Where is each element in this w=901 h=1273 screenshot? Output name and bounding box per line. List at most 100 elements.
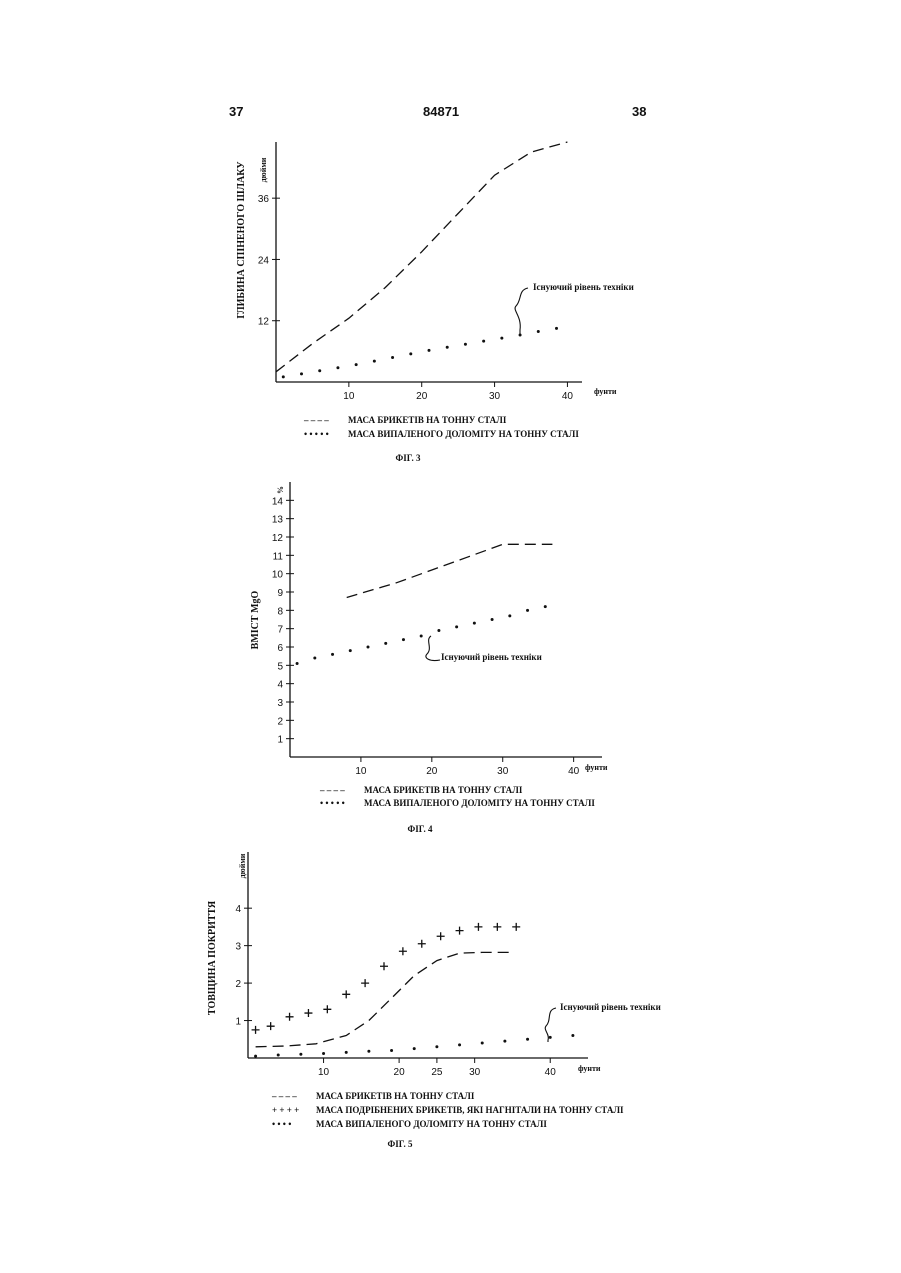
y-tick-label: 1 [277,735,283,746]
y-tick-label: 3 [235,942,241,953]
dot-point [458,1043,461,1046]
x-tick-label: 20 [394,1067,406,1078]
dot-point [402,638,405,641]
y-tick-label: 5 [277,661,283,672]
dot-point [481,1042,484,1045]
x-unit-label: фунти [594,387,617,396]
x-tick-label: 30 [489,391,501,402]
plus-point [361,979,369,987]
annotation-label: Існуючий рівень техніки [441,652,542,662]
plus-point [252,1026,260,1034]
x-tick-label: 30 [469,1067,481,1078]
figure-caption: ФІГ. 3 [396,453,421,463]
legend-symbol: + + + + [272,1105,299,1115]
dot-point [526,609,529,612]
y-tick-label: 12 [258,317,270,328]
dot-point [500,337,503,340]
annotation-bracket [515,288,528,334]
dot-point [300,372,303,375]
dot-point [367,1050,370,1053]
dot-point [549,1036,552,1039]
dot-point [390,1049,393,1052]
plus-point [323,1005,331,1013]
plus-point [286,1013,294,1021]
dot-point [282,375,285,378]
x-unit-label: фунти [585,763,608,772]
dot-point [391,356,394,359]
annotation-bracket [426,636,440,661]
y-tick-label: 12 [272,533,284,544]
x-unit-label: фунти [578,1064,601,1073]
dot-point [367,646,370,649]
series-dashed-line [276,142,567,372]
legend-label: МАСА БРИКЕТІВ НА ТОННУ СТАЛІ [348,415,507,425]
y-tick-label: 8 [277,606,283,617]
x-tick-label: 10 [355,766,367,777]
dot-point [299,1053,302,1056]
y-tick-label: 10 [272,570,284,581]
legend-symbol: • • • • [272,1119,291,1129]
dot-point [318,369,321,372]
y-tick-label: 4 [277,680,283,691]
dot-point [435,1045,438,1048]
dot-point [491,618,494,621]
figure-caption: ФІГ. 4 [408,824,433,834]
dot-point [420,635,423,638]
y-tick-label: 2 [235,979,241,990]
legend-label: МАСА ВИПАЛЕНОГО ДОЛОМІТУ НА ТОННУ СТАЛІ [316,1119,547,1129]
y-tick-label: 14 [272,496,284,507]
legend-symbol: – – – – [303,415,329,425]
y-tick-label: 6 [277,643,283,654]
x-tick-label: 10 [318,1067,330,1078]
legend-label: МАСА ПОДРІБНЕНИХ БРИКЕТІВ, ЯКІ НАГНІТАЛИ… [316,1105,624,1115]
y-tick-label: 1 [235,1017,241,1028]
dot-point [437,629,440,632]
y-tick-label: 24 [258,255,270,266]
x-tick-label: 40 [568,766,580,777]
y-tick-label: 7 [277,625,283,636]
figures-canvas: 10203040122436фунтидюймиГЛИБИНА СПІНЕНОГ… [0,0,901,1273]
dot-point [277,1054,280,1057]
dot-point [428,349,431,352]
plus-point [342,990,350,998]
dot-point [322,1052,325,1055]
y-unit-label: % [276,486,285,494]
chart-3 [272,142,582,387]
x-tick-label: 20 [426,766,438,777]
y-tick-label: 11 [273,551,284,562]
y-tick-label: 4 [235,904,241,915]
dot-point [345,1051,348,1054]
plus-point [399,947,407,955]
y-tick-label: 36 [258,194,270,205]
dot-point [544,605,547,608]
dot-point [446,346,449,349]
legend-label: МАСА ВИПАЛЕНОГО ДОЛОМІТУ НА ТОННУ СТАЛІ [364,798,595,808]
legend-symbol: • • • • • [320,798,345,808]
legend-label: МАСА ВИПАЛЕНОГО ДОЛОМІТУ НА ТОННУ СТАЛІ [348,429,579,439]
plus-point [456,927,464,935]
y-tick-label: 13 [272,515,284,526]
dot-point [571,1034,574,1037]
x-tick-label: 30 [497,766,509,777]
y-tick-label: 9 [277,588,283,599]
legend-symbol: • • • • • [304,429,329,439]
dot-point [473,622,476,625]
x-tick-label: 20 [416,391,428,402]
series-dashed-line [347,544,553,597]
dot-point [384,642,387,645]
dot-point [464,343,467,346]
y-axis-label: ТОВЩИНА ПОКРИТТЯ [207,900,218,1015]
x-tick-label: 25 [431,1067,443,1078]
dot-point [508,614,511,617]
y-unit-label: дюйми [259,157,268,182]
plus-point [437,932,445,940]
y-tick-label: 3 [277,698,283,709]
dot-point [409,352,412,355]
y-axis-label: ВМІСТ MgO [250,590,261,649]
dot-point [526,1038,529,1041]
x-tick-label: 10 [343,391,355,402]
dot-point [373,360,376,363]
dot-point [254,1055,257,1058]
plus-point [380,962,388,970]
dot-point [555,327,558,330]
